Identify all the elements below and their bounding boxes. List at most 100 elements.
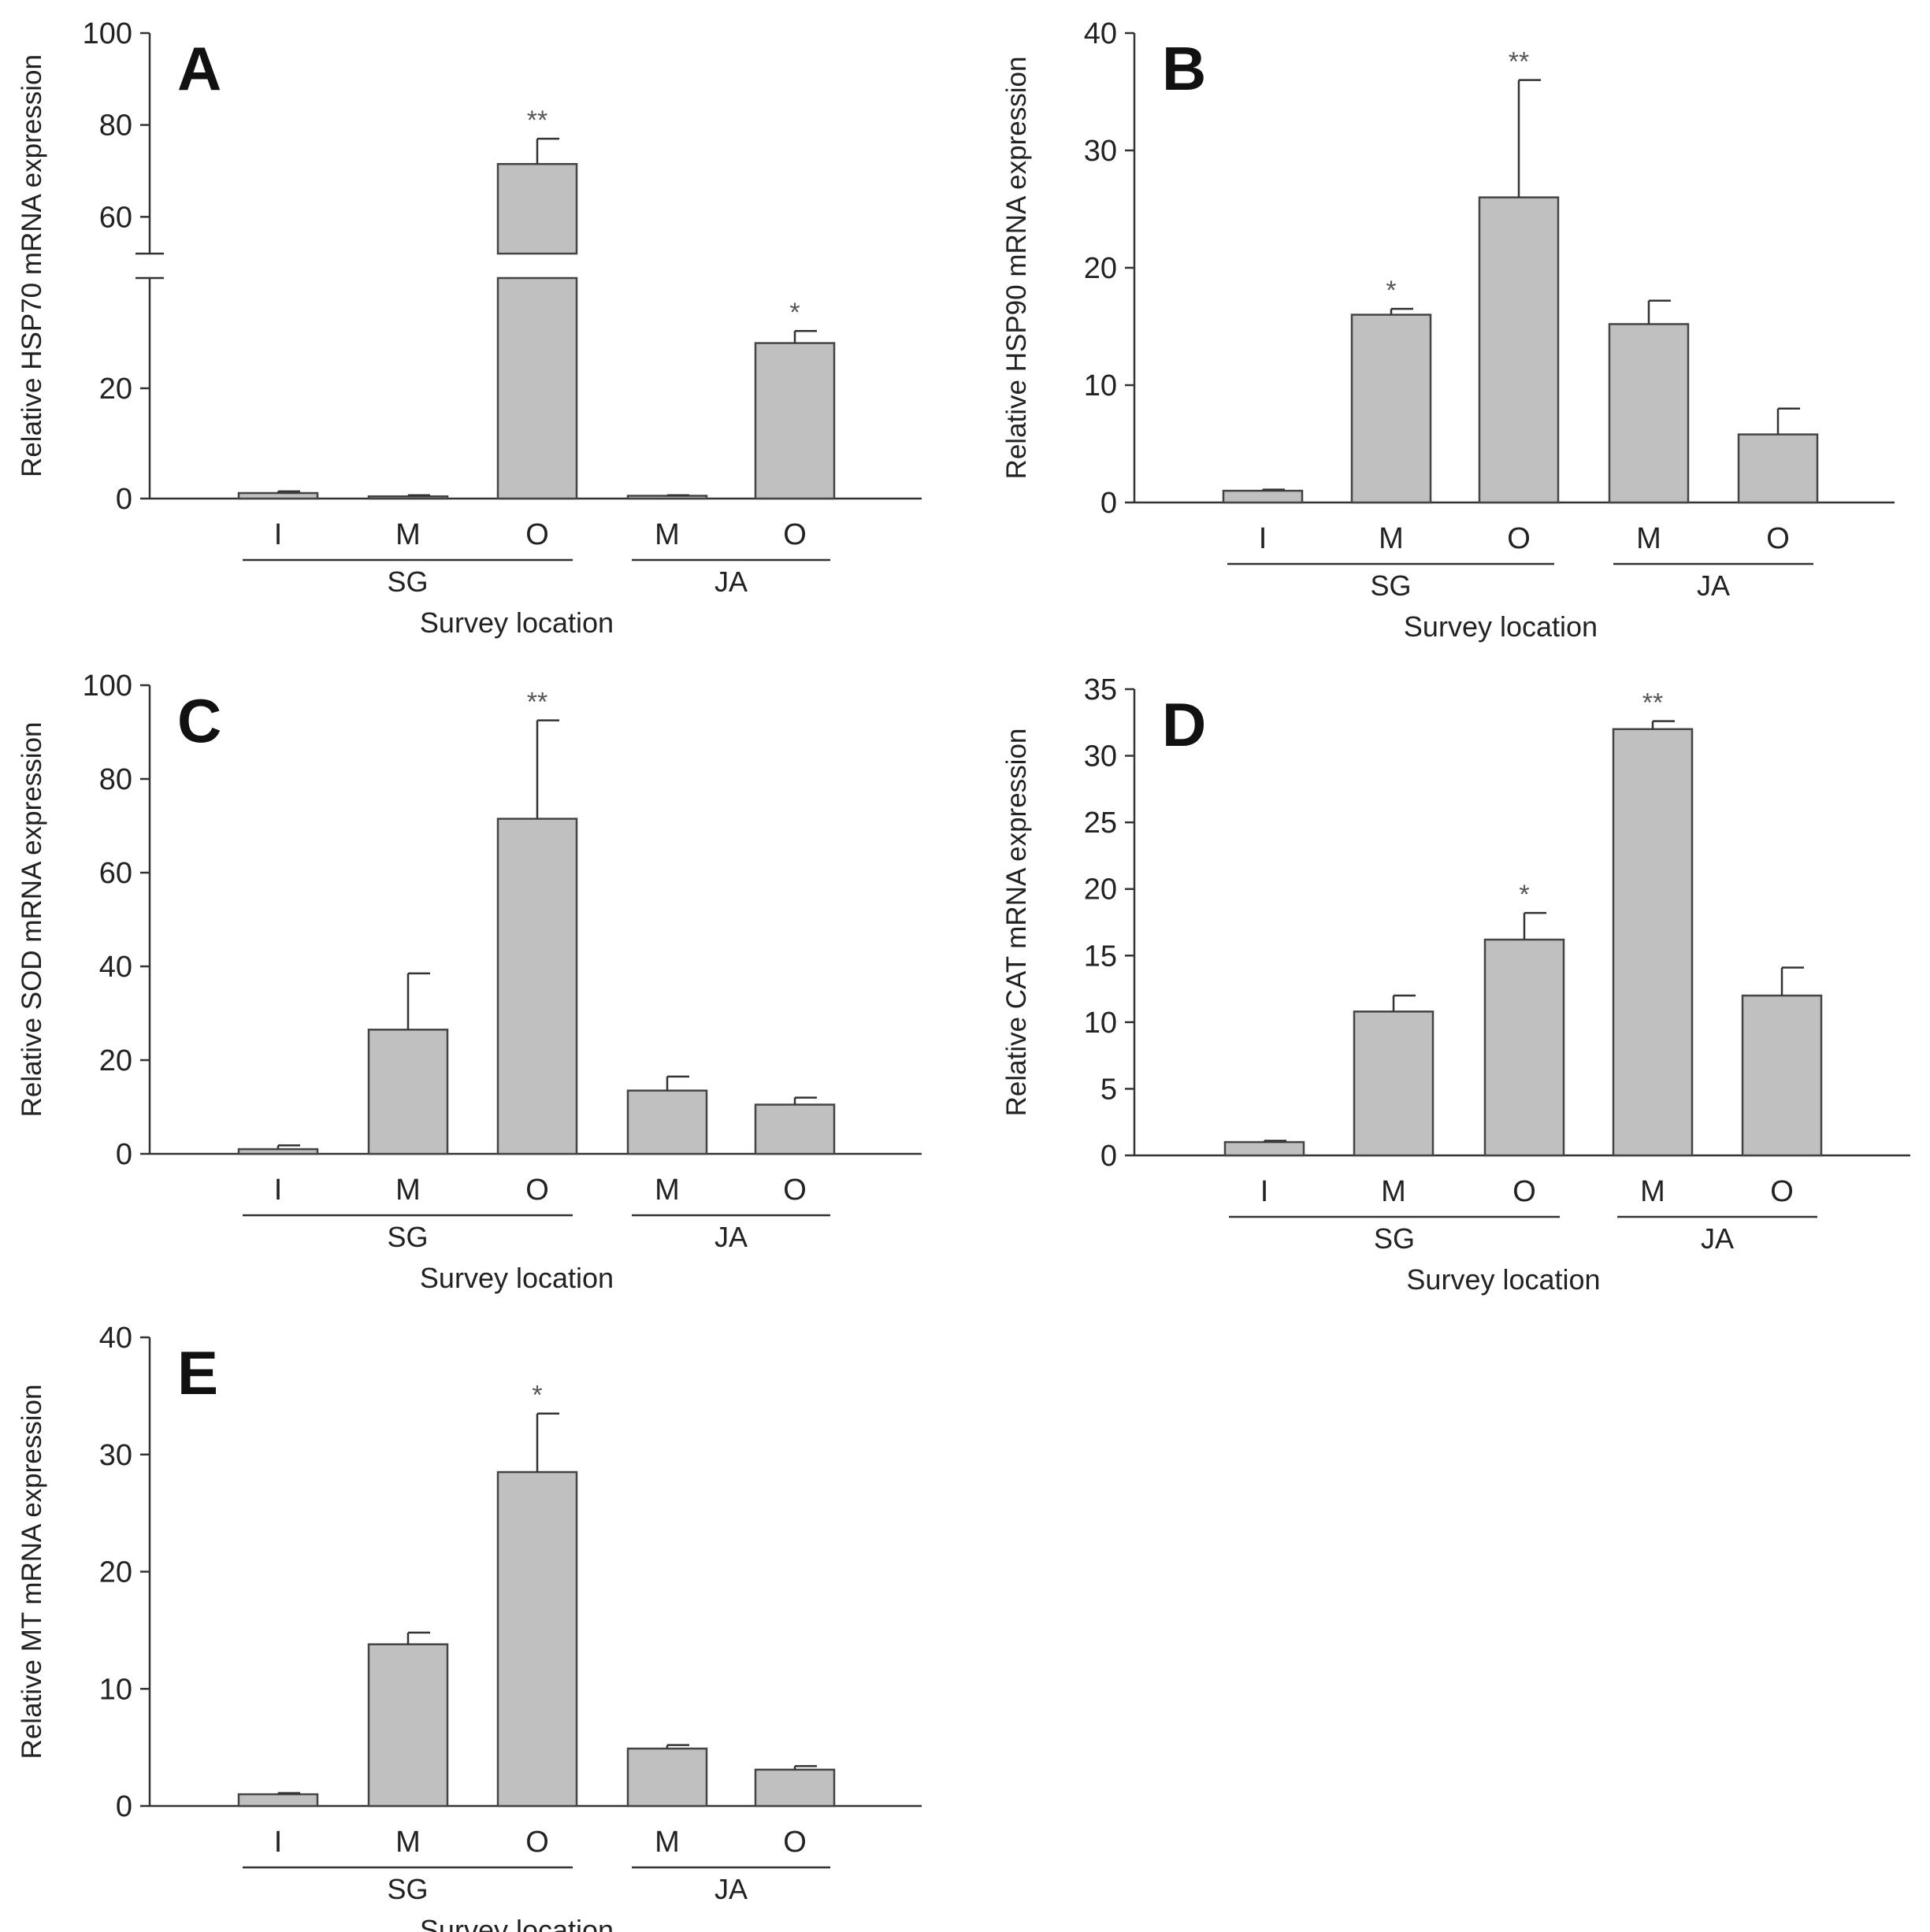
panel-letter: E xyxy=(177,1338,218,1407)
category-label: I xyxy=(1259,522,1267,555)
y-tick-label: 0 xyxy=(116,1138,132,1171)
y-tick-label: 60 xyxy=(99,857,132,890)
y-tick-label: 0 xyxy=(1100,1140,1117,1173)
y-tick-label: 20 xyxy=(1084,873,1117,907)
group-label: SG xyxy=(387,566,428,598)
y-tick-label: 20 xyxy=(1084,252,1117,285)
category-label: I xyxy=(1260,1175,1269,1208)
y-tick-label: 100 xyxy=(83,17,132,50)
category-label: I xyxy=(274,1826,283,1859)
x-axis-title: Survey location xyxy=(1404,610,1598,643)
category-label: O xyxy=(1770,1175,1794,1208)
y-tick-label: 10 xyxy=(1084,369,1117,402)
y-tick-label: 20 xyxy=(99,1556,132,1589)
bar xyxy=(626,1089,708,1155)
category-label: I xyxy=(274,518,283,551)
panel-d: 0 5 10 15 20 25 30 35 I M * O ** M O SG JA Survey locatio… xyxy=(1001,673,1910,1296)
y-tick-label: 15 xyxy=(1084,940,1117,973)
group-label: SG xyxy=(1370,569,1411,602)
y-tick-label: 20 xyxy=(99,373,132,406)
significance-marker: ** xyxy=(1509,47,1529,77)
y-tick-label: 10 xyxy=(1084,1007,1117,1040)
bar xyxy=(754,1103,836,1155)
bar xyxy=(754,1768,836,1808)
category-label: M xyxy=(395,518,421,551)
x-axis-title: Survey location xyxy=(420,1262,614,1294)
bar xyxy=(237,491,319,500)
category-label: M xyxy=(1640,1175,1665,1208)
panel-c: 0 20 40 60 80 100 I M ** O M O SG JA Survey location Re… xyxy=(17,669,922,1294)
y-tick-label: 30 xyxy=(1084,740,1117,773)
category-label: O xyxy=(525,1826,549,1859)
bar xyxy=(1478,196,1560,504)
significance-marker: * xyxy=(789,298,800,328)
y-tick-label: 35 xyxy=(1084,673,1117,706)
significance-marker: * xyxy=(1386,276,1396,306)
y-tick-label: 30 xyxy=(99,1439,132,1472)
group-label: JA xyxy=(714,566,748,598)
category-label: M xyxy=(1379,522,1404,555)
y-tick-label: 0 xyxy=(116,1790,132,1823)
category-label: M xyxy=(395,1826,421,1859)
bar xyxy=(237,1793,319,1808)
y-tick-label: 40 xyxy=(99,1322,132,1355)
y-tick-label: 20 xyxy=(99,1044,132,1077)
bar xyxy=(1350,313,1432,504)
category-label: M xyxy=(1636,522,1661,555)
category-label: O xyxy=(783,518,807,551)
group-label: SG xyxy=(1374,1222,1415,1255)
bar xyxy=(1222,489,1304,504)
panel-e: 0 10 20 30 40 I M * O M O SG JA Survey location Relati… xyxy=(17,1322,922,1932)
y-axis-title: Relative HSP90 mRNA expression xyxy=(1001,57,1032,480)
category-label: M xyxy=(395,1174,421,1207)
bar xyxy=(1741,994,1823,1157)
y-tick-label: 80 xyxy=(99,109,132,143)
significance-marker: * xyxy=(532,1381,542,1411)
category-label: M xyxy=(655,1174,680,1207)
category-label: M xyxy=(655,1826,680,1859)
y-tick-label: 80 xyxy=(99,763,132,796)
bar xyxy=(367,1029,449,1155)
bar xyxy=(367,495,449,500)
bar xyxy=(1483,938,1565,1157)
y-tick-label: 100 xyxy=(83,669,132,703)
panel-letter: D xyxy=(1162,690,1206,759)
y-tick-label: 0 xyxy=(116,483,132,516)
y-tick-label: 60 xyxy=(99,201,132,234)
y-tick-label: 40 xyxy=(99,951,132,984)
group-label: JA xyxy=(1701,1222,1734,1255)
category-label: O xyxy=(525,1174,549,1207)
category-label: O xyxy=(1766,522,1790,555)
y-tick-label: 0 xyxy=(1100,487,1117,520)
bar xyxy=(1353,1010,1435,1157)
bar-lower-segment xyxy=(496,276,578,500)
bar xyxy=(626,1747,708,1808)
y-tick-label: 25 xyxy=(1084,807,1117,840)
bar xyxy=(496,163,578,255)
y-tick-label: 5 xyxy=(1100,1073,1117,1106)
bar xyxy=(237,1148,319,1155)
category-label: O xyxy=(783,1826,807,1859)
category-label: M xyxy=(655,518,680,551)
y-axis-title: Relative CAT mRNA expression xyxy=(1001,729,1032,1117)
category-label: O xyxy=(1507,522,1531,555)
y-axis-title: Relative SOD mRNA expression xyxy=(17,722,47,1118)
category-label: M xyxy=(1381,1175,1406,1208)
significance-marker: ** xyxy=(527,688,547,718)
y-tick-label: 10 xyxy=(99,1673,132,1706)
x-axis-title: Survey location xyxy=(1406,1263,1600,1296)
group-label: SG xyxy=(387,1873,428,1905)
panel-letter: A xyxy=(177,34,221,103)
y-tick-label: 30 xyxy=(1084,135,1117,168)
bar xyxy=(367,1643,449,1808)
significance-marker: * xyxy=(1519,880,1529,910)
category-label: O xyxy=(783,1174,807,1207)
bar xyxy=(1608,323,1690,504)
significance-marker: ** xyxy=(1642,688,1663,718)
y-axis-title: Relative MT mRNA expression xyxy=(17,1385,47,1760)
y-axis-title: Relative HSP70 mRNA expression xyxy=(17,54,47,477)
panel-letter: B xyxy=(1162,34,1206,103)
category-label: O xyxy=(1512,1175,1536,1208)
group-label: JA xyxy=(714,1873,748,1905)
